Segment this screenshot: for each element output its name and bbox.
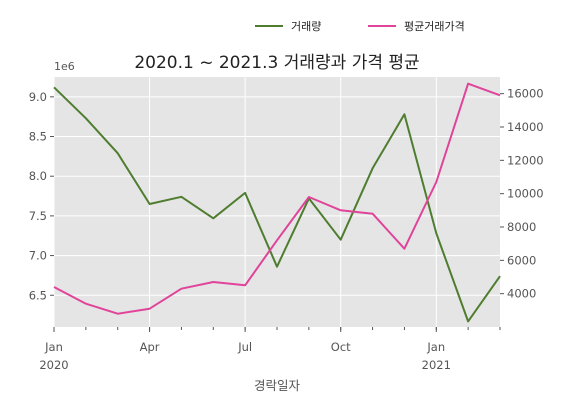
left-tick-label: 9.0 — [29, 90, 47, 104]
x-tick-sublabel: 2020 — [39, 358, 68, 372]
y-offset-label: 1e6 — [54, 60, 75, 73]
x-axis: Jan 2020 Apr Jul Oct Jan 2021 — [39, 327, 501, 372]
chart-title: 2020.1 ~ 2021.3 거래량과 가격 평균 — [134, 53, 419, 73]
legend-label-volume: 거래량 — [291, 20, 321, 33]
x-tick-label: Apr — [140, 340, 160, 354]
x-tick-label: Oct — [331, 340, 351, 354]
right-axis: 4000 6000 8000 10000 12000 14000 16000 — [500, 87, 544, 301]
x-tick-label: Jan — [426, 340, 445, 354]
right-tick-label: 6000 — [507, 253, 536, 267]
right-tick-label: 10000 — [507, 187, 544, 201]
legend: 거래량 평균거래가격 — [255, 20, 465, 33]
left-tick-label: 8.5 — [29, 130, 47, 144]
grid — [53, 77, 500, 327]
left-tick-label: 7.0 — [29, 249, 47, 263]
x-axis-label: 경락일자 — [254, 378, 301, 393]
x-tick-label: Jul — [237, 340, 252, 354]
right-tick-label: 14000 — [507, 120, 544, 134]
left-tick-label: 7.5 — [29, 209, 47, 223]
right-tick-label: 8000 — [507, 220, 536, 234]
plot-area — [54, 77, 500, 327]
series-line-1 — [53, 82, 501, 315]
x-tick-label: Jan — [44, 340, 63, 354]
left-tick-label: 8.0 — [29, 169, 47, 183]
series-line-0 — [53, 86, 501, 323]
right-tick-label: 4000 — [507, 287, 536, 301]
right-tick-label: 12000 — [507, 153, 544, 167]
left-tick-label: 6.5 — [29, 288, 47, 302]
right-tick-label: 16000 — [507, 87, 544, 101]
x-tick-sublabel: 2021 — [422, 358, 451, 372]
left-axis: 6.5 7.0 7.5 8.0 8.5 9.0 — [29, 90, 54, 302]
series-layer — [53, 82, 501, 323]
legend-label-avg-price: 평균거래가격 — [404, 20, 465, 33]
